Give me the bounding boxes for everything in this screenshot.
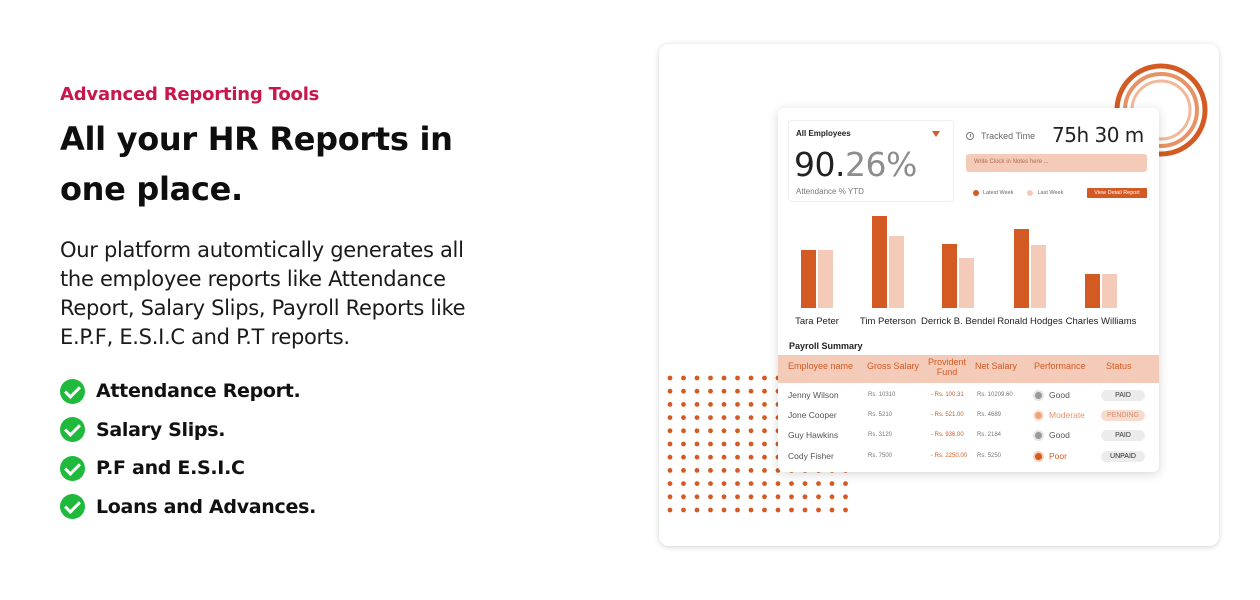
net-salary: Rs. 5250 (977, 453, 1002, 459)
attendance-caption: Attendance % YTD (796, 187, 864, 196)
section-eyebrow: Advanced Reporting Tools (60, 84, 320, 105)
performance-label: Moderate (1049, 410, 1085, 420)
table-row[interactable]: Jone Cooper Rs. 5210 - Rs. 521.00 Rs. 46… (778, 407, 1159, 427)
provident-fund: - Rs. 936.00 (931, 432, 964, 438)
employee-name: Guy Hawkins (788, 430, 839, 440)
column-header[interactable]: Status (1106, 361, 1132, 371)
gross-salary: Rs. 7500 (868, 453, 893, 459)
chart-bar (1085, 274, 1100, 308)
employee-name: Jenny Wilson (788, 390, 839, 400)
feature-item: Loans and Advances. (60, 488, 316, 527)
tracked-time-value: 75h 30 m (1052, 123, 1144, 147)
tracked-time-label: Tracked Time (981, 131, 1036, 141)
feature-label: P.F and E.S.I.C (96, 457, 245, 480)
feature-label: Salary Slips. (96, 418, 226, 441)
status-badge: PAID (1101, 430, 1145, 441)
provident-fund: - Rs. 521.00 (931, 412, 964, 418)
x-axis-label: Tara Peter (795, 316, 839, 327)
performance-label: Good (1049, 390, 1070, 400)
dashboard-panel: All Employees 90.26% Attendance % YTD Tr… (778, 108, 1159, 472)
column-header[interactable]: Provident Fund (927, 357, 967, 377)
view-detail-report-button[interactable]: View Detail Report (1087, 188, 1147, 198)
check-circle-icon (60, 417, 85, 443)
net-salary: Rs. 2184 (977, 432, 1002, 438)
employee-name: Jone Cooper (788, 410, 837, 420)
performance-dot-icon (1035, 392, 1042, 399)
check-circle-icon (60, 455, 85, 481)
table-row[interactable]: Cody Fisher Rs. 7500 - Rs. 2250.00 Rs. 5… (778, 448, 1159, 468)
legend-item-latest: Latest Week (973, 190, 1013, 196)
status-badge: PAID (1101, 390, 1145, 401)
dropdown-caret-icon[interactable] (932, 131, 940, 137)
feature-label: Loans and Advances. (96, 495, 317, 518)
net-salary: Rs. 10209.60 (977, 392, 1013, 398)
feature-list: Attendance Report. Salary Slips. P.F and… (60, 372, 316, 526)
chart-bar (1031, 245, 1046, 308)
check-circle-icon (60, 494, 85, 520)
provident-fund: - Rs. 100.31 (931, 392, 964, 398)
check-circle-icon (60, 378, 85, 404)
attendance-percentage: 90.26% (794, 145, 917, 184)
legend-dot-icon (1027, 190, 1034, 196)
net-salary: Rs. 4689 (977, 412, 1002, 418)
legend-item-last: Last Week (1027, 190, 1063, 196)
employee-selector[interactable]: All Employees (796, 129, 851, 138)
feature-item: Salary Slips. (60, 411, 316, 450)
chart-legend: Latest Week Last Week (973, 190, 1077, 196)
status-badge: PENDING (1101, 410, 1145, 421)
chart-bar (959, 258, 974, 308)
payroll-table-header: Employee name Gross Salary Provident Fun… (778, 355, 1159, 383)
column-header[interactable]: Net Salary (975, 361, 1018, 371)
feature-item: P.F and E.S.I.C (60, 449, 316, 488)
payroll-summary-title: Payroll Summary (789, 341, 863, 351)
attendance-card: All Employees 90.26% Attendance % YTD (788, 120, 954, 202)
x-axis-label: Charles Williams (1065, 316, 1137, 327)
table-row[interactable]: Jenny Wilson Rs. 10310 - Rs. 100.31 Rs. … (778, 387, 1159, 407)
column-header[interactable]: Gross Salary (867, 361, 920, 371)
section-description: Our platform automtically generates all … (60, 238, 466, 349)
chart-bar (1014, 229, 1029, 308)
attendance-bar-chart (801, 216, 1117, 308)
performance-dot-icon (1035, 453, 1042, 460)
gross-salary: Rs. 3120 (868, 432, 893, 438)
chart-bar (818, 250, 833, 308)
column-header[interactable]: Performance (1034, 361, 1086, 371)
x-axis-label: Ronald Hodges (997, 316, 1063, 327)
chart-bar (872, 216, 887, 308)
chart-bar (1102, 274, 1117, 308)
feature-label: Attendance Report. (96, 380, 301, 403)
table-row[interactable]: Guy Hawkins Rs. 3120 - Rs. 936.00 Rs. 21… (778, 427, 1159, 447)
chart-bar (889, 236, 904, 308)
performance-label: Good (1049, 430, 1070, 440)
x-axis-label: Tim Peterson (859, 316, 917, 327)
provident-fund: - Rs. 2250.00 (931, 453, 968, 459)
column-header[interactable]: Employee name (788, 361, 854, 371)
chart-x-labels: Tara Peter Tim Peterson Derrick B. Bendel R… (778, 316, 1159, 330)
gross-salary: Rs. 5210 (868, 412, 893, 418)
employee-name: Cody Fisher (788, 451, 834, 461)
clock-icon (966, 132, 974, 140)
feature-item: Attendance Report. (60, 372, 316, 411)
legend-dot-icon (973, 190, 979, 196)
clock-notes-input[interactable]: Write Clock in Notes here ... (966, 154, 1147, 172)
chart-bar (801, 250, 816, 308)
page-title: All your HR Reports in one place. (60, 120, 453, 208)
performance-label: Poor (1049, 451, 1067, 461)
chart-bar (942, 244, 957, 308)
performance-dot-icon (1035, 412, 1042, 419)
x-axis-label: Derrick B. Bendel (921, 316, 995, 327)
performance-dot-icon (1035, 432, 1042, 439)
gross-salary: Rs. 10310 (868, 392, 896, 398)
status-badge: UNPAID (1101, 451, 1145, 462)
